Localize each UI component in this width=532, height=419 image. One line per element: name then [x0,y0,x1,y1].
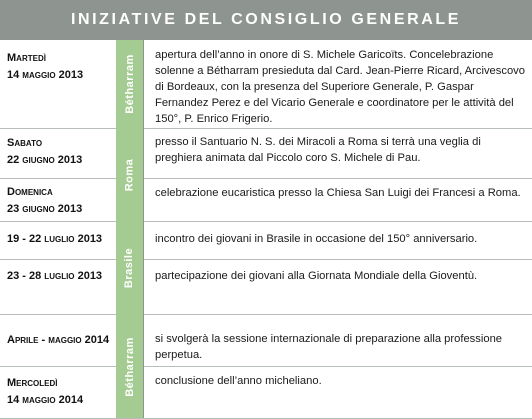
place-label: Roma [123,158,136,191]
row-description: si svolgerà la sessione internazionale d… [155,333,503,361]
table-row: Sabato 22 giugno 2013 presso il Santuari… [0,128,532,178]
place-band-betharram-2: Bétharram [116,314,143,419]
row-date: Mercoledì 14 maggio 2014 [7,375,83,409]
row-date: Sabato 22 giugno 2013 [7,135,82,169]
row-date: Domenica 23 giugno 2013 [7,184,82,218]
table-title: INIZIATIVE DEL CONSIGLIO GENERALE [0,0,532,40]
row-date: 19 - 22 luglio 2013 [7,231,102,248]
row-description: partecipazione dei giovani alla Giornata… [155,270,478,282]
table-row: Martedì 14 maggio 2013 apertura dell’ann… [0,40,532,141]
row-date: Martedì 14 maggio 2013 [7,50,83,84]
place-band-betharram: Bétharram [116,40,143,128]
place-label: Brasile [123,247,136,288]
date-line-1: 19 - 22 luglio 2013 [7,233,103,245]
row-description: incontro dei giovani in Brasile in occas… [155,233,478,245]
row-date: 23 - 28 luglio 2013 [7,268,102,285]
date-line-1: Mercoledì [7,377,58,389]
date-line-2: 23 giugno 2013 [7,203,83,215]
row-description: presso il Santuario N. S. dei Miracoli a… [155,136,481,164]
table-row: Domenica 23 giugno 2013 celebrazione euc… [0,178,532,221]
date-line-2: 22 giugno 2013 [7,154,83,166]
place-label: Bétharram [123,54,136,114]
place-band-brasile: Brasile [116,221,143,314]
row-description: celebrazione eucaristica presso la Chies… [155,187,521,199]
place-label: Bétharram [123,336,136,397]
table-row: Mercoledì 14 maggio 2014 conclusione del… [0,366,532,419]
column-divider [143,40,144,419]
row-description: conclusione dell’anno micheliano. [155,375,322,387]
date-line-1: Sabato [7,137,43,149]
date-line-1: Domenica [7,186,53,198]
table-row: Aprile - maggio 2014 si svolgerà la sess… [0,314,532,366]
row-description: apertura dell’anno in onore di S. Michel… [155,49,525,125]
table-row: 23 - 28 luglio 2013 partecipazione dei g… [0,259,532,314]
place-band-roma: Roma [116,128,143,221]
date-line-1: 23 - 28 luglio 2013 [7,270,103,282]
date-line-2: 14 maggio 2014 [7,394,84,406]
date-line-1: Aprile - maggio 2014 [7,334,110,346]
table-row: 19 - 22 luglio 2013 incontro dei giovani… [0,221,532,259]
row-date: Aprile - maggio 2014 [7,332,109,349]
date-line-1: Martedì [7,52,46,64]
date-line-2: 14 maggio 2013 [7,69,84,81]
